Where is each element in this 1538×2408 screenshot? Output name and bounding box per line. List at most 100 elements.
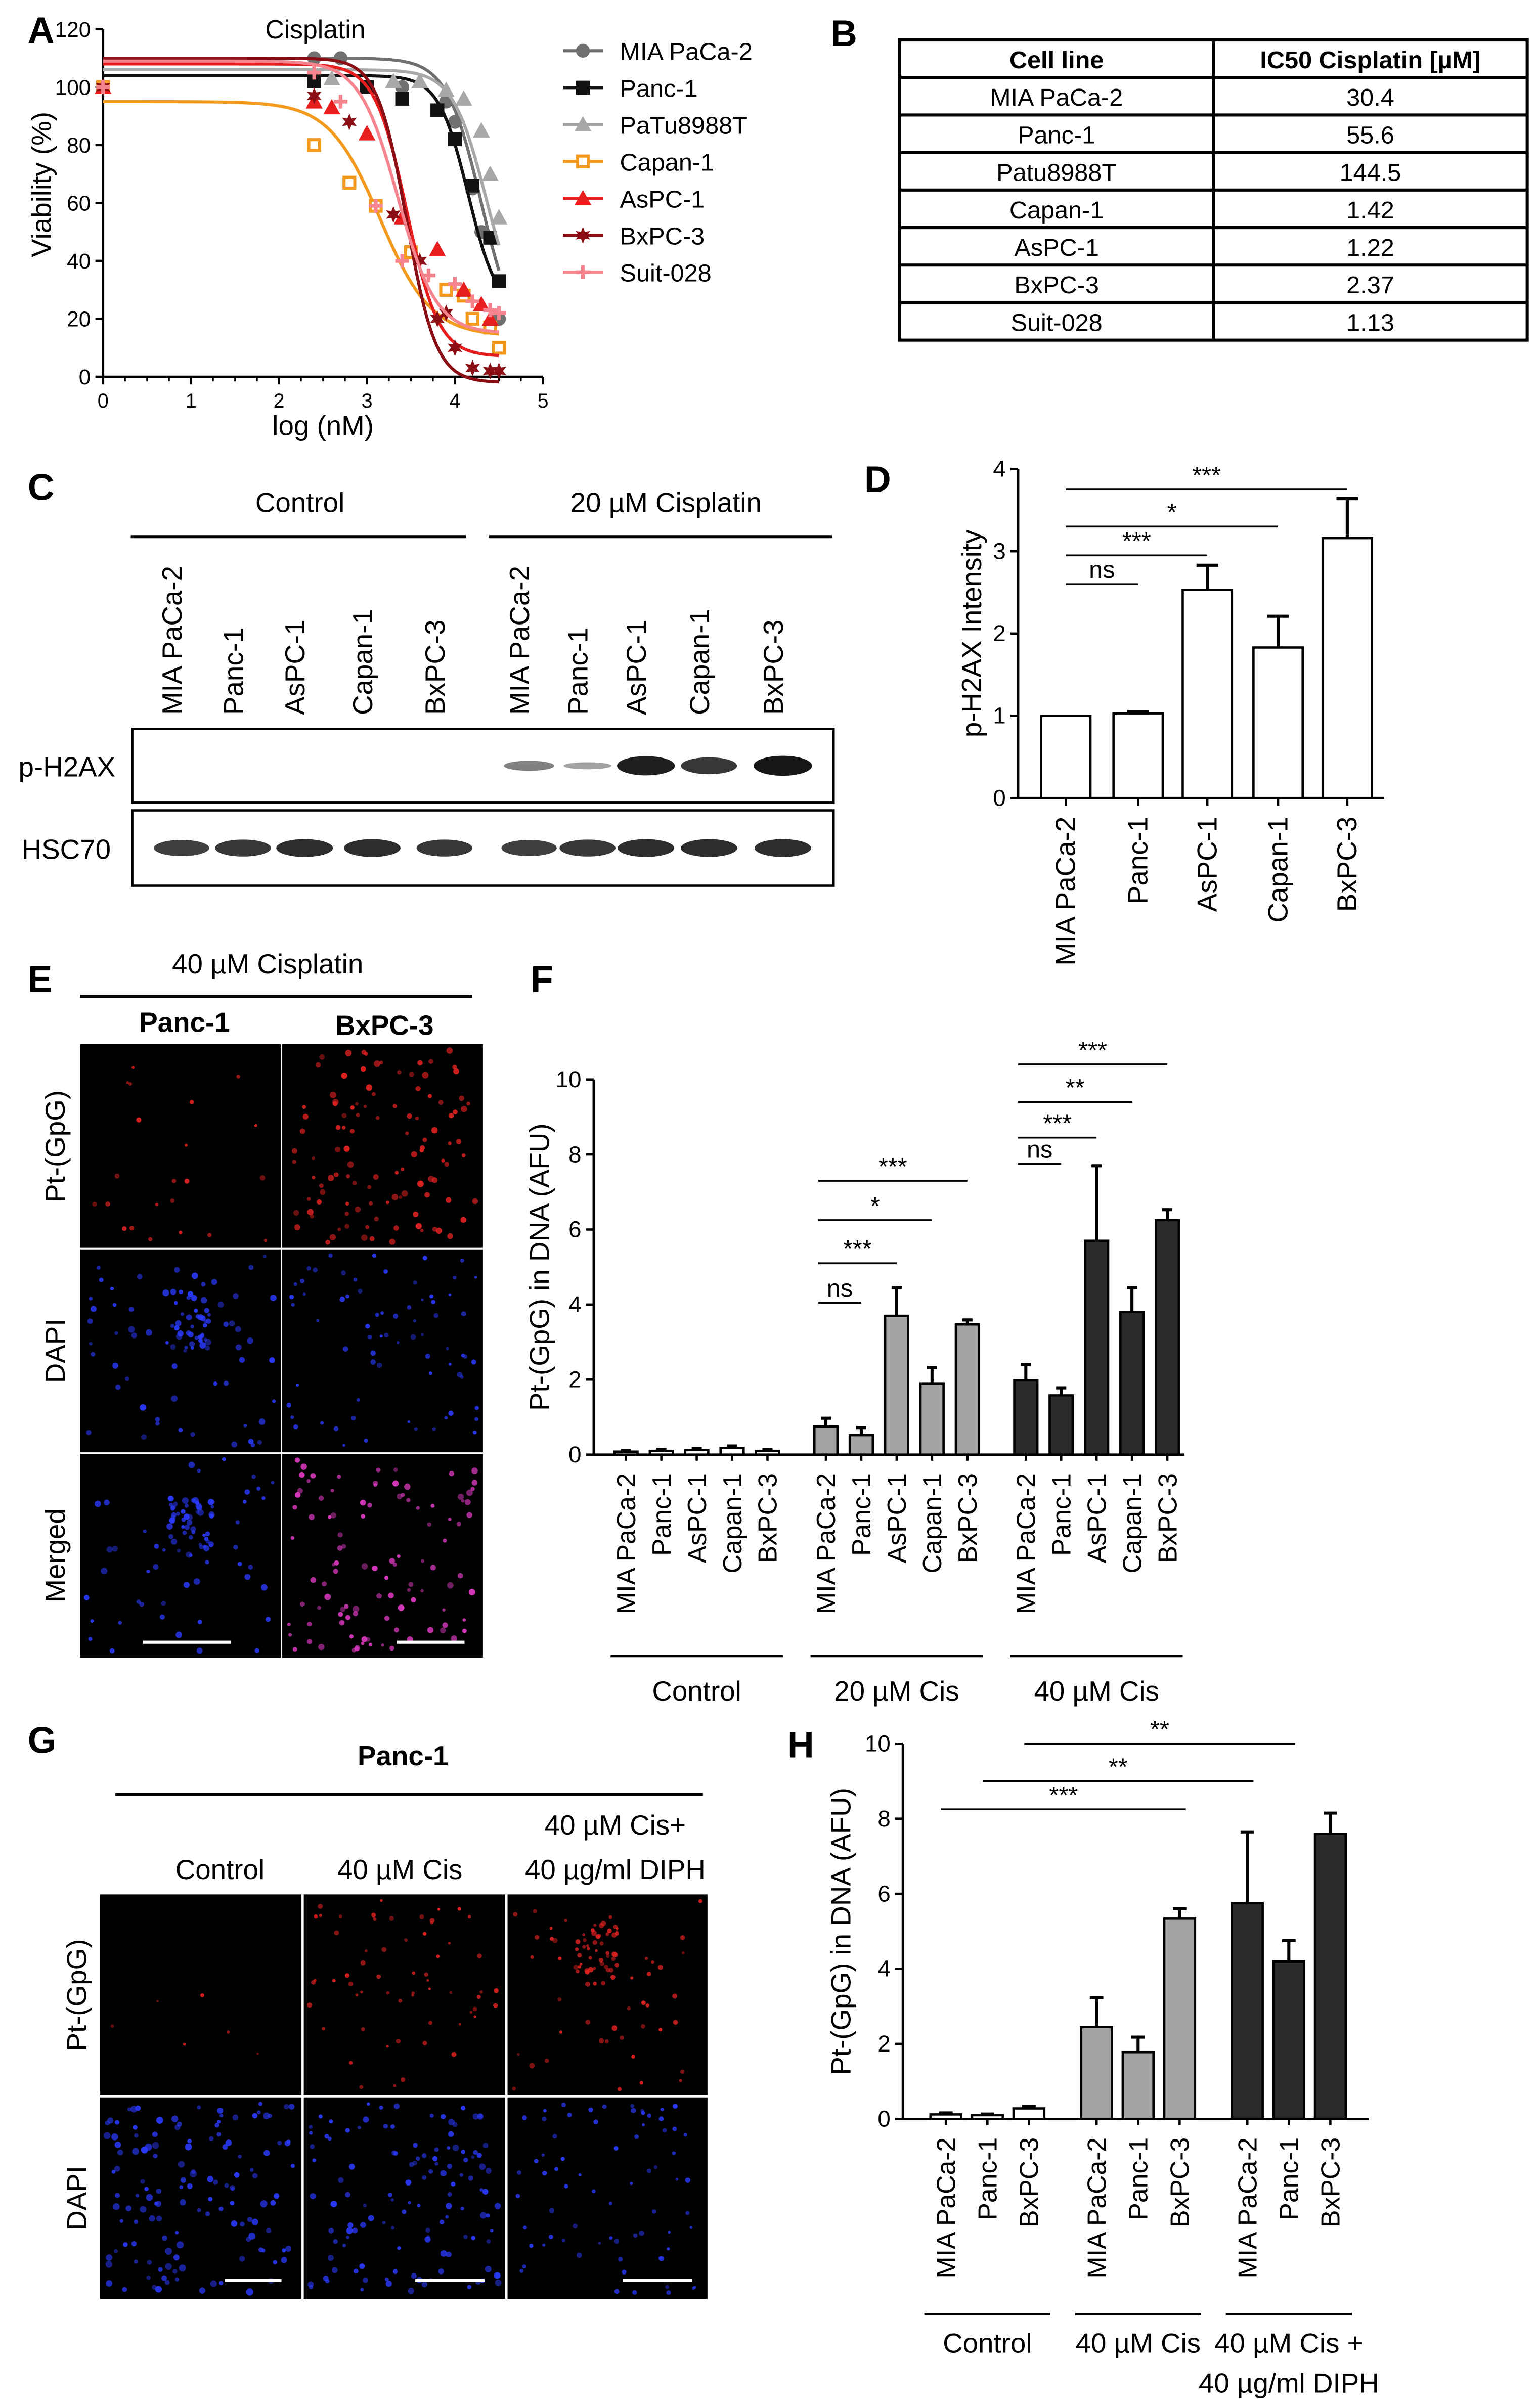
cell-nucleus xyxy=(302,1292,306,1296)
cell-nucleus xyxy=(461,1353,465,1358)
x-category-label: AsPC-1 xyxy=(1191,817,1222,912)
header-cell: Cell line xyxy=(1009,47,1104,74)
cell-nucleus xyxy=(166,1523,173,1530)
cell-nucleus xyxy=(201,1282,206,1287)
cell-nucleus xyxy=(306,1639,312,1644)
cell-nucleus xyxy=(128,1082,133,1086)
cell-nucleus xyxy=(385,1200,389,1205)
cell-nucleus xyxy=(560,2157,565,2161)
fit-curve xyxy=(103,62,499,358)
bar xyxy=(1181,589,1234,799)
y-tick-label: 6 xyxy=(568,1217,581,1242)
cell-nucleus xyxy=(226,2030,230,2034)
cell-nucleus xyxy=(217,2120,221,2124)
cell-nucleus xyxy=(140,2206,147,2213)
cell-nucleus xyxy=(328,2227,334,2234)
legend-marker xyxy=(574,190,592,205)
bar xyxy=(1313,1833,1347,2120)
cell-nucleus xyxy=(144,2187,149,2191)
cell-nucleus xyxy=(474,1406,479,1410)
cell-nucleus xyxy=(177,1549,181,1553)
cell-nucleus xyxy=(208,2197,213,2202)
lane-label: Capan-1 xyxy=(347,609,378,715)
cell-nucleus xyxy=(393,2151,398,2156)
fit-curve xyxy=(103,68,501,246)
cell-nucleus xyxy=(318,2114,323,2119)
blot-band xyxy=(618,839,675,857)
cell-nucleus xyxy=(315,1062,321,1068)
cell-nucleus xyxy=(516,2170,521,2175)
data-point xyxy=(323,70,340,85)
y-tick-label: 120 xyxy=(55,18,91,42)
cell-nucleus xyxy=(112,1362,119,1369)
cell-nucleus xyxy=(131,1066,135,1069)
cell-nucleus xyxy=(542,2243,546,2247)
cell-nucleus xyxy=(632,2290,637,2295)
cell-nucleus xyxy=(429,1294,434,1299)
panel-label-e: E xyxy=(28,959,53,1000)
cell-nucleus xyxy=(137,1274,143,1280)
cell-nucleus xyxy=(415,2156,420,2161)
cell-nucleus xyxy=(197,2208,201,2212)
cell-nucleus xyxy=(631,2108,636,2113)
cell-nucleus xyxy=(114,2120,120,2125)
cell-nucleus xyxy=(310,2193,316,2199)
cell-nucleus xyxy=(173,1301,178,1305)
cell-nucleus xyxy=(302,1105,306,1109)
cell-nucleus xyxy=(99,1277,104,1282)
cell-nucleus xyxy=(274,2193,280,2199)
cell-nucleus xyxy=(398,1604,405,1611)
cell-nucleus xyxy=(170,1538,178,1545)
cell-nucleus xyxy=(337,1532,343,1538)
cell-nucleus xyxy=(641,2111,645,2115)
cell-nucleus xyxy=(132,2148,139,2155)
x-tick-label: 0 xyxy=(98,390,109,412)
cell-nucleus xyxy=(207,1499,214,1505)
cell-nucleus xyxy=(486,2239,491,2244)
cell-nucleus xyxy=(359,2263,365,2269)
cell-nucleus xyxy=(170,1198,175,1203)
cell-nucleus xyxy=(158,2267,163,2272)
group-label: 40 µg/ml DIPH xyxy=(1199,2368,1379,2399)
cell-nucleus xyxy=(542,2116,547,2121)
data-point xyxy=(448,132,462,147)
cell-nucleus xyxy=(446,2203,452,2209)
table-cell: Capan-1 xyxy=(1009,197,1104,224)
cell-nucleus xyxy=(207,1313,211,1317)
cell-nucleus xyxy=(541,2153,545,2157)
data-point xyxy=(395,254,409,268)
cell-nucleus xyxy=(420,1559,424,1563)
cell-nucleus xyxy=(448,1410,454,1416)
cell-nucleus xyxy=(472,1198,478,1205)
cell-nucleus xyxy=(459,2173,464,2177)
cell-nucleus xyxy=(422,1932,427,1936)
cell-nucleus xyxy=(313,1267,318,1273)
cell-nucleus xyxy=(480,2212,487,2219)
x-tick-label: 4 xyxy=(450,390,461,412)
cell-nucleus xyxy=(680,2069,685,2074)
x-category-label: AsPC-1 xyxy=(882,1473,911,1563)
cell-nucleus xyxy=(231,2220,238,2227)
blot-band xyxy=(276,839,333,857)
cell-nucleus xyxy=(647,2168,652,2173)
group-label: 40 µM Cis xyxy=(1034,1675,1159,1707)
cell-nucleus xyxy=(293,1210,299,1216)
fit-curve xyxy=(103,56,499,384)
fit-curve xyxy=(103,100,499,336)
cell-nucleus xyxy=(349,1129,355,1134)
cell-nucleus xyxy=(476,2153,482,2158)
cell-nucleus xyxy=(534,1935,540,1940)
cell-nucleus xyxy=(247,1337,253,1344)
cell-nucleus xyxy=(653,2165,658,2169)
cell-nucleus xyxy=(313,1979,317,1982)
cell-nucleus xyxy=(593,1967,596,1970)
cell-nucleus xyxy=(225,2139,232,2146)
cell-nucleus xyxy=(549,1927,553,1930)
cell-nucleus xyxy=(345,1049,352,1056)
cell-nucleus xyxy=(338,1612,343,1617)
cell-nucleus xyxy=(170,1505,175,1511)
cell-nucleus xyxy=(188,1331,194,1337)
cell-nucleus xyxy=(325,1239,330,1245)
cell-nucleus xyxy=(175,1631,183,1638)
cell-nucleus xyxy=(266,1617,271,1622)
